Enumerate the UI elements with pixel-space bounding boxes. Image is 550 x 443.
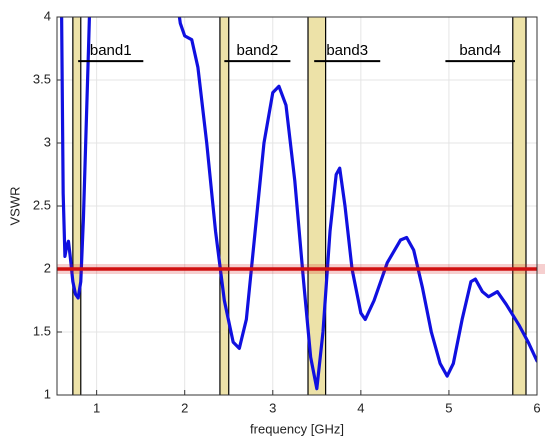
x-tick-label: 3 [269,400,276,415]
plot-content [60,17,537,395]
x-tick-label: 1 [93,400,100,415]
x-tick-label: 5 [445,400,452,415]
y-tick-label: 2.5 [33,197,51,212]
x-axis-label: frequency [GHz] [250,421,344,436]
y-tick-label: 2 [44,260,51,275]
y-tick-label: 1 [44,386,51,401]
y-tick-label: 4 [44,8,51,23]
plot-frame [56,16,538,396]
x-tick-label: 4 [357,400,364,415]
x-tick-label: 6 [533,400,540,415]
y-tick-label: 3.5 [33,71,51,86]
x-tick-label: 2 [181,400,188,415]
shaded-band [308,17,326,395]
y-tick-label: 3 [44,134,51,149]
shaded-band [72,17,81,395]
band-label: band4 [459,42,501,59]
y-axis-label: VSWR [7,187,22,226]
shaded-band [219,17,229,395]
y-tick-label: 1.5 [33,323,51,338]
band-label: band2 [237,42,279,59]
shaded-band [512,17,526,395]
band-label: band1 [90,42,132,59]
band-label: band3 [326,42,368,59]
vswr-line [60,17,92,300]
vswr-line [177,17,537,391]
